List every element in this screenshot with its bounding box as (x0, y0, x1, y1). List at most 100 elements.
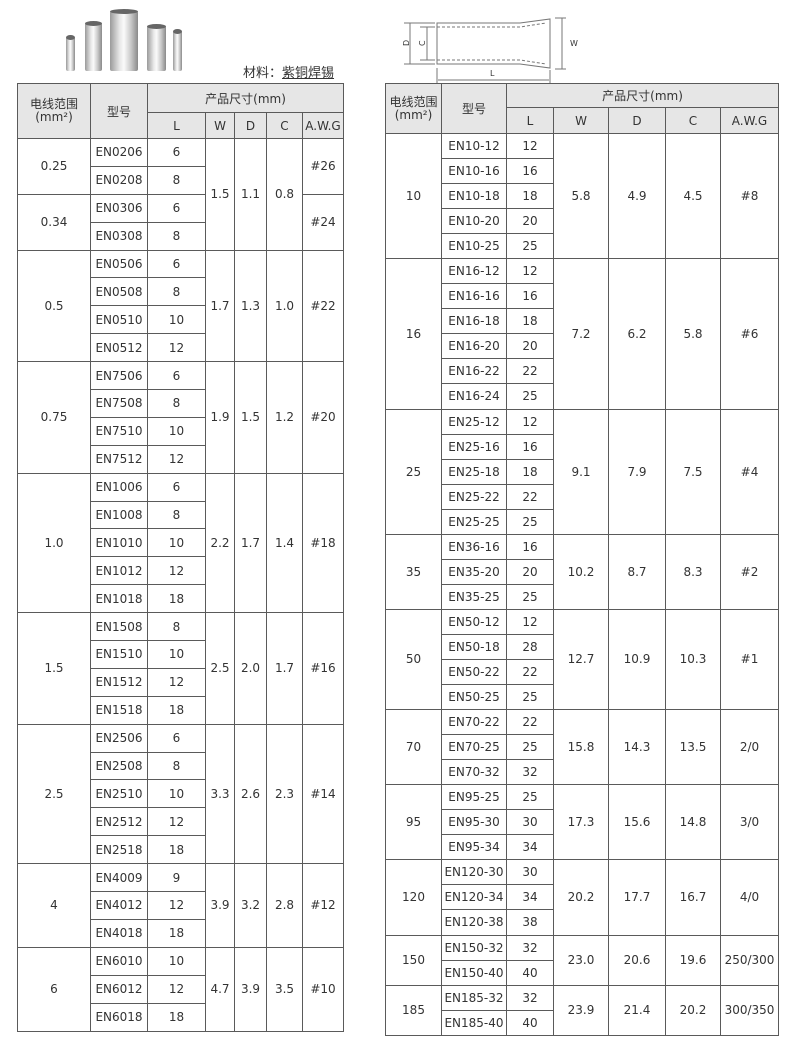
model-cell: EN10-12 (441, 132, 507, 160)
model-cell: EN35-20 (441, 558, 507, 585)
w-cell: 10.2 (553, 533, 609, 610)
length-cell: 25 (506, 583, 554, 610)
model-cell: EN1012 (90, 556, 148, 586)
header-awg: A.W.G (301, 112, 345, 139)
awg-cell: #20 (301, 361, 345, 474)
c-cell: 14.8 (665, 784, 721, 861)
length-cell: 12 (147, 556, 206, 586)
model-cell: EN7510 (90, 416, 148, 446)
length-cell: 22 (506, 483, 554, 510)
length-cell: 25 (506, 508, 554, 535)
length-cell: 12 (506, 608, 554, 635)
model-cell: EN16-24 (441, 383, 507, 410)
awg-cell: #8 (719, 132, 780, 260)
w-cell: 3.9 (205, 863, 235, 948)
model-cell: EN0512 (90, 333, 148, 363)
length-cell: 18 (147, 1002, 206, 1032)
w-cell: 12.7 (553, 608, 609, 711)
material-label: 材料： (243, 66, 283, 81)
length-cell: 8 (147, 221, 206, 251)
model-cell: EN70-32 (441, 759, 507, 786)
awg-cell: 4/0 (719, 859, 780, 936)
model-cell: EN10-25 (441, 233, 507, 260)
model-cell: EN1510 (90, 640, 148, 669)
table-row: 150 EN150-32 32 23.0 20.6 19.6 250/300 (385, 934, 780, 986)
awg-cell: #14 (301, 723, 345, 865)
w-cell: 17.3 (553, 784, 609, 861)
length-cell: 12 (147, 807, 206, 837)
table-row: 70 EN70-22 22 15.8 14.3 13.5 2/0 (385, 709, 780, 786)
length-cell: 10 (147, 528, 206, 558)
c-cell: 1.7 (266, 612, 303, 725)
length-cell: 6 (147, 138, 206, 167)
wire-range-cell: 95 (385, 784, 442, 861)
table-row: 50 EN50-12 12 12.7 10.9 10.3 #1 (385, 608, 780, 711)
c-cell: 8.3 (665, 533, 721, 610)
wire-range-cell: 10 (385, 132, 442, 260)
length-cell: 12 (506, 258, 554, 285)
length-cell: 10 (147, 640, 206, 669)
model-cell: EN95-34 (441, 834, 507, 861)
d-cell: 3.2 (234, 863, 267, 948)
table-row: 10 EN10-12 12 5.8 4.9 4.5 #8 (385, 132, 780, 260)
wire-range-cell: 0.75 (17, 361, 91, 474)
model-cell: EN6012 (90, 974, 148, 1004)
d-cell: 14.3 (608, 709, 666, 786)
awg-cell: #6 (719, 258, 780, 410)
model-cell: EN95-25 (441, 784, 507, 811)
length-cell: 6 (147, 472, 206, 502)
d-cell: 2.0 (234, 612, 267, 725)
table-row: EN50-22 22 (386, 658, 779, 686)
d-cell: 4.9 (608, 132, 666, 260)
header-l: L (506, 107, 554, 134)
length-cell: 30 (506, 859, 554, 886)
d-cell: 1.5 (234, 361, 267, 474)
model-cell: EN35-25 (441, 583, 507, 610)
header-range-unit: (mm²) (394, 107, 433, 122)
awg-cell: #24 (301, 193, 345, 251)
c-cell: 13.5 (665, 709, 721, 786)
length-cell: 22 (506, 709, 554, 736)
table-row: EN2512 12 (18, 807, 344, 837)
header-model: 型号 (441, 83, 507, 134)
spec-table-right: 电线范围 (mm²) 型号 产品尺寸(mm) L W D C A.W.G 10 EN10-12 12 5… (385, 83, 780, 1036)
length-cell: 25 (506, 383, 554, 410)
c-cell: 1.4 (266, 472, 303, 614)
length-cell: 16 (506, 283, 554, 310)
length-cell: 30 (506, 809, 554, 836)
wire-range-cell: 185 (385, 984, 442, 1036)
length-cell: 12 (147, 891, 206, 920)
table-row: EN95-30 30 (386, 809, 779, 836)
model-cell: EN70-25 (441, 734, 507, 761)
length-cell: 32 (506, 984, 554, 1011)
wire-range-cell: 1.5 (17, 612, 91, 725)
c-cell: 20.2 (665, 984, 721, 1036)
model-cell: EN150-40 (441, 959, 507, 986)
table-row: EN0508 8 (18, 277, 344, 307)
model-cell: EN16-20 (441, 333, 507, 360)
w-cell: 1.7 (205, 249, 235, 363)
wire-range-cell: 0.34 (17, 193, 91, 251)
model-cell: EN7506 (90, 361, 148, 391)
header-wire-range: 电线范围 (mm²) (385, 83, 442, 134)
table-row: EN50-18 28 (386, 633, 779, 660)
d-cell: 21.4 (608, 984, 666, 1036)
model-cell: EN120-34 (441, 884, 507, 911)
awg-cell: #10 (301, 946, 345, 1032)
d-cell: 8.7 (608, 533, 666, 610)
c-cell: 1.2 (266, 361, 303, 474)
table-row: EN6018 18 (18, 1002, 344, 1032)
label-w: W (570, 39, 578, 48)
length-cell: 22 (506, 358, 554, 385)
awg-cell: #12 (301, 863, 345, 948)
length-cell: 10 (147, 416, 206, 446)
length-cell: 10 (147, 946, 206, 976)
model-cell: EN70-22 (441, 709, 507, 736)
model-cell: EN2510 (90, 779, 148, 809)
c-cell: 1.0 (266, 249, 303, 363)
table-row: 0.75 EN7506 6 1.9 1.5 1.2 #20 (17, 361, 345, 474)
header-d: D (234, 112, 267, 139)
awg-cell: #16 (301, 612, 345, 725)
table-row: 16 EN16-12 12 7.2 6.2 5.8 #6 (385, 258, 780, 410)
wire-range-cell: 0.25 (17, 138, 91, 195)
